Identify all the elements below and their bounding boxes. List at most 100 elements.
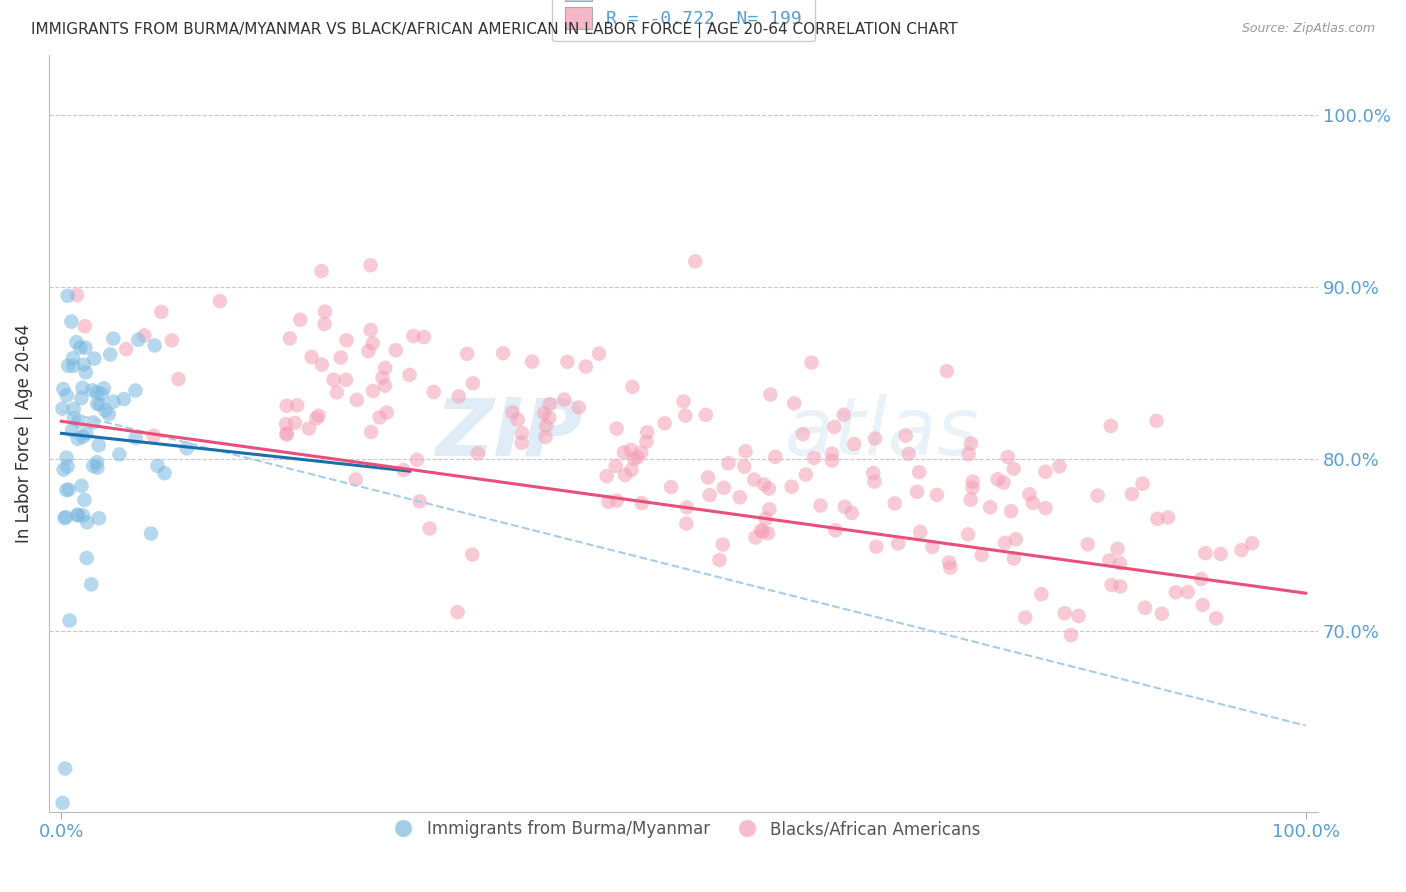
Point xyxy=(630,496,652,510)
Point xyxy=(824,524,846,538)
Point xyxy=(1077,537,1099,551)
Point xyxy=(695,408,717,422)
Point xyxy=(335,334,357,348)
Point xyxy=(614,467,637,482)
Point xyxy=(557,355,579,369)
Point xyxy=(675,516,697,531)
Point xyxy=(73,319,96,334)
Point xyxy=(962,475,984,489)
Point xyxy=(75,341,97,355)
Point xyxy=(284,416,307,430)
Point xyxy=(66,288,89,302)
Point xyxy=(993,475,1015,490)
Point xyxy=(780,480,803,494)
Point xyxy=(66,508,89,522)
Point xyxy=(1194,546,1216,560)
Point xyxy=(73,493,96,508)
Point xyxy=(344,473,367,487)
Point xyxy=(800,355,823,369)
Point xyxy=(834,500,856,514)
Point xyxy=(1099,418,1122,433)
Point xyxy=(311,264,333,278)
Point xyxy=(538,397,561,411)
Point xyxy=(1014,610,1036,624)
Point xyxy=(1209,547,1232,561)
Point xyxy=(1035,465,1057,479)
Point xyxy=(758,502,780,516)
Point xyxy=(94,403,117,417)
Point xyxy=(335,373,357,387)
Point xyxy=(883,496,905,510)
Point xyxy=(290,312,312,326)
Point xyxy=(408,494,430,508)
Point xyxy=(1000,504,1022,518)
Point xyxy=(385,343,408,358)
Point xyxy=(371,370,394,384)
Point xyxy=(821,453,844,467)
Point xyxy=(361,336,384,351)
Point xyxy=(620,463,643,477)
Point xyxy=(994,535,1017,549)
Point xyxy=(52,462,75,476)
Point xyxy=(863,475,886,489)
Point xyxy=(76,516,98,530)
Point xyxy=(55,388,77,402)
Point xyxy=(89,397,111,411)
Point xyxy=(66,508,89,523)
Point xyxy=(673,409,696,423)
Point xyxy=(311,358,333,372)
Point xyxy=(606,493,628,508)
Point xyxy=(1230,543,1253,558)
Point xyxy=(672,394,695,409)
Point xyxy=(375,405,398,419)
Point xyxy=(711,537,734,551)
Point xyxy=(82,458,104,473)
Point xyxy=(862,466,884,480)
Point xyxy=(832,408,855,422)
Point xyxy=(60,315,83,329)
Point xyxy=(613,445,636,459)
Text: Source: ZipAtlas.com: Source: ZipAtlas.com xyxy=(1241,22,1375,36)
Point xyxy=(553,392,575,407)
Point xyxy=(823,420,845,434)
Point xyxy=(308,409,330,423)
Point xyxy=(87,511,110,525)
Point xyxy=(69,341,91,355)
Point xyxy=(925,488,948,502)
Point xyxy=(82,384,104,398)
Point xyxy=(305,411,328,425)
Point xyxy=(803,450,825,465)
Point xyxy=(392,463,415,477)
Point xyxy=(713,481,735,495)
Point xyxy=(1002,551,1025,566)
Point xyxy=(98,347,121,361)
Point xyxy=(534,430,557,444)
Point xyxy=(52,796,75,810)
Point xyxy=(538,410,561,425)
Point xyxy=(905,484,928,499)
Point xyxy=(865,540,887,554)
Point xyxy=(758,482,780,496)
Point xyxy=(66,432,89,446)
Point xyxy=(1157,510,1180,524)
Point xyxy=(276,399,298,413)
Point xyxy=(1146,414,1168,428)
Point xyxy=(897,447,920,461)
Point xyxy=(863,432,886,446)
Point xyxy=(329,351,352,365)
Point xyxy=(83,351,105,366)
Point xyxy=(1109,579,1132,593)
Point xyxy=(1189,572,1212,586)
Point xyxy=(676,500,699,515)
Point xyxy=(1133,600,1156,615)
Point xyxy=(533,406,555,420)
Point xyxy=(699,488,721,502)
Point xyxy=(467,446,489,460)
Point xyxy=(783,396,806,410)
Point xyxy=(359,258,381,272)
Point xyxy=(419,521,441,535)
Point xyxy=(276,427,298,442)
Point xyxy=(623,452,645,467)
Point xyxy=(86,455,108,469)
Point xyxy=(55,483,77,497)
